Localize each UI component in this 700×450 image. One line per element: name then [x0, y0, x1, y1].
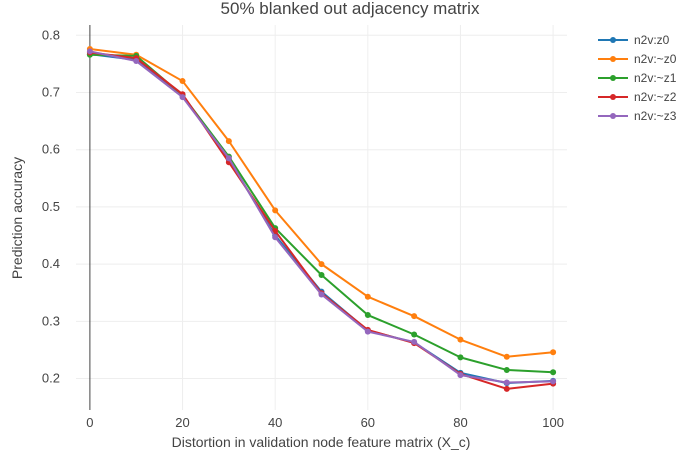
chart-title: 50% blanked out adjacency matrix: [221, 0, 480, 18]
data-point: [550, 349, 557, 356]
data-point: [457, 372, 464, 379]
legend-label: n2v:~z3: [634, 109, 677, 123]
data-point: [503, 385, 510, 392]
series-2: [86, 46, 557, 360]
x-tick-label: 40: [268, 415, 282, 430]
data-point: [411, 338, 418, 345]
legend-label: n2v:~z1: [634, 71, 677, 85]
legend-label: n2v:~z2: [634, 90, 677, 104]
legend-label: n2v:~z0: [634, 52, 677, 66]
data-point: [318, 261, 325, 268]
data-point: [272, 207, 279, 214]
data-point: [503, 366, 510, 373]
y-tick-label: 0.8: [42, 27, 60, 42]
data-point: [503, 379, 510, 386]
legend-swatch-marker: [610, 113, 616, 119]
data-point: [86, 48, 93, 55]
x-tick-label: 100: [542, 415, 564, 430]
data-point: [411, 331, 418, 338]
legend[interactable]: n2v:z0 n2v:~z0 n2v:~z1 n2v:~z2 n2v:~z3: [598, 33, 677, 123]
data-point: [550, 369, 557, 376]
series-group: [86, 46, 557, 392]
data-point: [550, 378, 557, 385]
data-point: [272, 227, 279, 234]
data-point: [225, 138, 232, 145]
data-point: [364, 328, 371, 335]
data-point: [318, 291, 325, 298]
data-point: [318, 271, 325, 278]
x-tick-label: 60: [361, 415, 375, 430]
legend-item[interactable]: n2v:~z1: [598, 71, 677, 85]
y-tick-label: 0.6: [42, 142, 60, 157]
y-tick-label: 0.4: [42, 256, 60, 271]
x-axis-title: Distortion in validation node feature ma…: [172, 434, 471, 450]
x-tick-label: 80: [453, 415, 467, 430]
legend-item[interactable]: n2v:z0: [598, 33, 670, 47]
series-line: [89, 53, 554, 385]
x-tick-label: 20: [175, 415, 189, 430]
data-point: [179, 78, 186, 85]
series-5: [86, 48, 557, 386]
series-line: [89, 51, 554, 390]
legend-item[interactable]: n2v:~z3: [598, 109, 677, 123]
data-point: [272, 234, 279, 241]
series-3: [86, 51, 557, 376]
legend-swatch-marker: [610, 56, 616, 62]
legend-swatch-marker: [610, 94, 616, 100]
series-line: [89, 53, 554, 374]
data-point: [225, 155, 232, 162]
series-4: [86, 49, 557, 392]
legend-swatch-marker: [610, 37, 616, 43]
y-tick-label: 0.7: [42, 85, 60, 100]
y-tick-label: 0.3: [42, 313, 60, 328]
data-point: [133, 58, 140, 65]
data-point: [503, 353, 510, 360]
data-point: [457, 354, 464, 361]
legend-label: n2v:z0: [634, 33, 670, 47]
data-point: [457, 336, 464, 343]
series-1: [86, 51, 557, 387]
series-line: [89, 50, 554, 384]
y-tick-label: 0.5: [42, 199, 60, 214]
series-line: [89, 48, 554, 358]
legend-item[interactable]: n2v:~z2: [598, 90, 677, 104]
y-tick-label: 0.2: [42, 371, 60, 386]
data-point: [179, 94, 186, 101]
x-tick-label: 0: [86, 415, 93, 430]
axes: 0.2 0.3 0.4 0.5 0.6 0.7 0.8 0 20 40 60 80 100: [42, 25, 564, 430]
grid: [76, 25, 567, 410]
data-point: [411, 313, 418, 320]
data-point: [364, 312, 371, 319]
data-point: [364, 293, 371, 300]
legend-swatch-marker: [610, 75, 616, 81]
y-axis-title: Prediction accuracy: [9, 157, 25, 279]
legend-item[interactable]: n2v:~z0: [598, 52, 677, 66]
